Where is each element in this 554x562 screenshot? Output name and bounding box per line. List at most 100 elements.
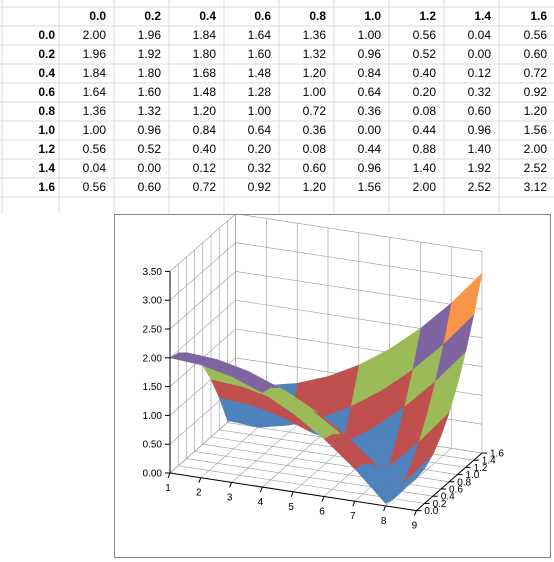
column-header[interactable]: 0.8	[309, 9, 326, 23]
table-cell[interactable]: 2.52	[467, 180, 491, 194]
table-cell[interactable]: 2.00	[82, 28, 106, 42]
table-cell[interactable]: 0.72	[192, 180, 216, 194]
table-cell[interactable]: 1.20	[302, 180, 326, 194]
table-cell[interactable]: 0.20	[412, 85, 436, 99]
table-cell[interactable]: 0.60	[137, 180, 161, 194]
table-cell[interactable]: 1.40	[467, 142, 491, 156]
table-cell[interactable]: 0.40	[192, 142, 216, 156]
table-cell[interactable]: 0.84	[357, 66, 381, 80]
table-cell[interactable]: 0.04	[467, 28, 491, 42]
column-header[interactable]: 1.0	[364, 9, 381, 23]
table-cell[interactable]: 0.32	[247, 161, 271, 175]
table-cell[interactable]: 2.00	[412, 180, 436, 194]
table-cell[interactable]: 0.00	[467, 47, 491, 61]
table-cell[interactable]: 0.92	[247, 180, 271, 194]
table-cell[interactable]: 2.52	[523, 161, 547, 175]
row-header[interactable]: 0.6	[38, 85, 55, 99]
table-cell[interactable]: 2.00	[523, 142, 547, 156]
table-cell[interactable]: 0.44	[357, 142, 381, 156]
row-header[interactable]: 1.2	[38, 142, 55, 156]
column-header[interactable]: 0.0	[89, 9, 106, 23]
table-cell[interactable]: 0.64	[247, 123, 271, 137]
column-header[interactable]: 1.4	[474, 9, 491, 23]
table-cell[interactable]: 0.72	[523, 66, 547, 80]
table-cell[interactable]: 1.92	[467, 161, 491, 175]
table-cell[interactable]: 0.08	[412, 104, 436, 118]
row-header[interactable]: 1.6	[38, 180, 55, 194]
table-cell[interactable]: 1.00	[302, 85, 326, 99]
row-header[interactable]: 0.0	[38, 28, 55, 42]
column-header[interactable]: 1.6	[530, 9, 547, 23]
table-cell[interactable]: 0.00	[137, 161, 161, 175]
table-cell[interactable]: 1.00	[82, 123, 106, 137]
table-cell[interactable]: 1.56	[357, 180, 381, 194]
table-cell[interactable]: 0.52	[412, 47, 436, 61]
table-cell[interactable]: 1.80	[192, 47, 216, 61]
table-cell[interactable]: 0.56	[82, 142, 106, 156]
table-cell[interactable]: 0.36	[302, 123, 326, 137]
table-cell[interactable]: 0.88	[412, 142, 436, 156]
table-cell[interactable]: 1.84	[82, 66, 106, 80]
table-cell[interactable]: 0.04	[82, 161, 106, 175]
table-cell[interactable]: 1.56	[523, 123, 547, 137]
table-cell[interactable]: 3.12	[523, 180, 547, 194]
table-cell[interactable]: 1.48	[247, 66, 271, 80]
table-cell[interactable]: 1.84	[192, 28, 216, 42]
table-cell[interactable]: 0.40	[412, 66, 436, 80]
surface-chart[interactable]: 0.00 0.50 1.00 1.50 2.00 2.50 3.00 3.50 1 2 3 4 5 6 7 8…	[114, 214, 551, 558]
table-cell[interactable]: 0.36	[357, 104, 381, 118]
table-cell[interactable]: 0.00	[357, 123, 381, 137]
table-cell[interactable]: 1.68	[192, 66, 216, 80]
table-cell[interactable]: 0.92	[523, 85, 547, 99]
table-cell[interactable]: 1.60	[247, 47, 271, 61]
table-cell[interactable]: 0.84	[192, 123, 216, 137]
row-header[interactable]: 0.8	[38, 104, 55, 118]
table-cell[interactable]: 0.60	[523, 47, 547, 61]
table-cell[interactable]: 1.60	[137, 85, 161, 99]
table-cell[interactable]: 1.20	[302, 66, 326, 80]
table-cell[interactable]: 1.40	[412, 161, 436, 175]
table-cell[interactable]: 0.56	[523, 28, 547, 42]
table-cell[interactable]: 0.56	[82, 180, 106, 194]
column-header[interactable]: 1.2	[419, 9, 436, 23]
table-cell[interactable]: 1.00	[247, 104, 271, 118]
row-header[interactable]: 0.4	[38, 66, 55, 80]
table-cell[interactable]: 0.32	[467, 85, 491, 99]
table-cell[interactable]: 1.64	[247, 28, 271, 42]
table-cell[interactable]: 0.12	[192, 161, 216, 175]
table-cell[interactable]: 0.12	[467, 66, 491, 80]
table-cell[interactable]: 0.60	[302, 161, 326, 175]
table-cell[interactable]: 1.48	[192, 85, 216, 99]
table-cell[interactable]: 1.64	[82, 85, 106, 99]
column-header[interactable]: 0.4	[199, 9, 216, 23]
table-cell[interactable]: 0.96	[137, 123, 161, 137]
row-header[interactable]: 0.2	[38, 47, 55, 61]
table-cell[interactable]: 1.92	[137, 47, 161, 61]
table-cell[interactable]: 1.80	[137, 66, 161, 80]
table-cell[interactable]: 1.32	[302, 47, 326, 61]
row-header[interactable]: 1.0	[38, 123, 55, 137]
table-cell[interactable]: 0.64	[357, 85, 381, 99]
table-cell[interactable]: 0.20	[247, 142, 271, 156]
table-cell[interactable]: 1.36	[82, 104, 106, 118]
table-cell[interactable]: 1.00	[357, 28, 381, 42]
table-cell[interactable]: 1.96	[82, 47, 106, 61]
table-cell[interactable]: 1.32	[137, 104, 161, 118]
column-header[interactable]: 0.2	[144, 9, 161, 23]
table-cell[interactable]: 1.20	[192, 104, 216, 118]
table-cell[interactable]: 0.52	[137, 142, 161, 156]
table-cell[interactable]: 1.36	[302, 28, 326, 42]
table-cell[interactable]: 1.20	[523, 104, 547, 118]
table-cell[interactable]: 0.44	[412, 123, 436, 137]
column-header[interactable]: 0.6	[254, 9, 271, 23]
table-cell[interactable]: 1.96	[137, 28, 161, 42]
table-cell[interactable]: 0.96	[357, 161, 381, 175]
row-header[interactable]: 1.4	[38, 161, 55, 175]
table-cell[interactable]: 0.96	[357, 47, 381, 61]
table-cell[interactable]: 1.28	[247, 85, 271, 99]
table-cell[interactable]: 0.96	[467, 123, 491, 137]
table-cell[interactable]: 0.72	[302, 104, 326, 118]
table-cell[interactable]: 0.08	[302, 142, 326, 156]
table-cell[interactable]: 0.56	[412, 28, 436, 42]
table-cell[interactable]: 0.60	[467, 104, 491, 118]
